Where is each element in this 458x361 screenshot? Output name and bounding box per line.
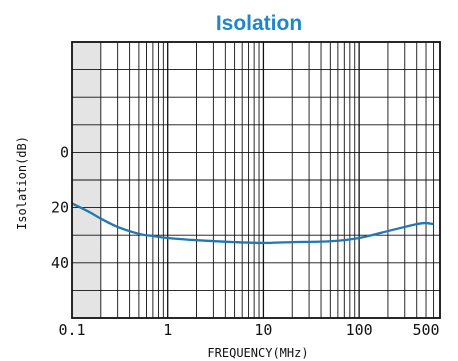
y-tick-labels: 0 20 40 xyxy=(51,143,69,271)
grid xyxy=(72,42,440,318)
plot-border xyxy=(71,41,441,319)
x-tick-label: 10 xyxy=(254,321,272,339)
x-tick-labels: 0.1 1 10 100 500 xyxy=(58,321,439,339)
y-tick-label: 40 xyxy=(51,254,69,272)
series-layer xyxy=(72,202,434,245)
series-line xyxy=(72,202,434,245)
plot-frame xyxy=(71,41,441,319)
y-tick-label: 0 xyxy=(60,143,69,161)
x-tick-label: 1 xyxy=(163,321,172,339)
x-tick-label: 0.1 xyxy=(58,321,85,339)
x-tick-label: 500 xyxy=(412,321,439,339)
y-tick-label: 20 xyxy=(51,199,69,217)
x-tick-label: 100 xyxy=(346,321,373,339)
x-axis-label: FREQUENCY(MHz) xyxy=(207,346,308,360)
y-axis-label: Isolation(dB) xyxy=(15,136,29,230)
chart-title: Isolation xyxy=(216,12,302,35)
